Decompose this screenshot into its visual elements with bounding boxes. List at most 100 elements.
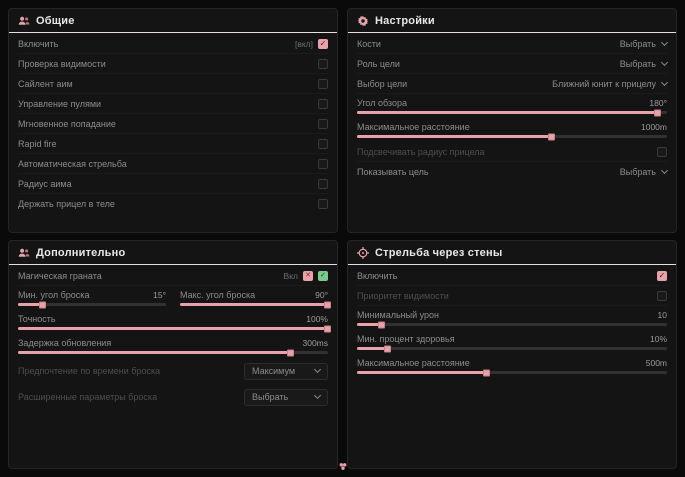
- target-choice-dropdown[interactable]: Ближний юнит к прицелу: [552, 78, 669, 89]
- row-target-choice: Выбор цели Ближний юнит к прицелу: [357, 74, 669, 94]
- enable-checkbox[interactable]: [318, 38, 328, 49]
- row-label: Включить: [18, 38, 59, 49]
- bones-dropdown[interactable]: Выбрать: [619, 38, 669, 49]
- dropdown-value: Выбрать: [619, 38, 656, 49]
- min-health-slider: Мин. процент здоровья 10%: [357, 330, 667, 354]
- slider-value: 15°: [153, 290, 166, 300]
- slider-thumb[interactable]: [483, 369, 491, 376]
- show-target-dropdown[interactable]: Выбрать: [620, 166, 669, 177]
- setting-label: Кости: [357, 38, 381, 49]
- slider-thumb[interactable]: [286, 349, 294, 356]
- advanced-throw-params-dropdown[interactable]: Выбрать: [244, 388, 328, 406]
- slider-value: 300ms: [302, 338, 328, 348]
- min-damage-slider-track[interactable]: [357, 321, 667, 328]
- row-visibility-priority: Приоритет видимости: [357, 286, 667, 306]
- row-advanced-throw-params: Расширенные параметры броска Выбрать: [18, 384, 328, 410]
- setting-label: Предпочтение по времени броска: [18, 366, 161, 376]
- keep-crosshair-checkbox[interactable]: [318, 198, 328, 209]
- panel-title: Настройки: [375, 14, 435, 27]
- wallbang-enable-checkbox[interactable]: [657, 270, 667, 281]
- panel-wallbang-header: Стрельба через стены: [348, 241, 676, 265]
- slider-label: Максимальное расстояние: [357, 358, 470, 368]
- auto-shoot-checkbox[interactable]: [318, 158, 328, 169]
- users-icon: [18, 247, 30, 259]
- rapid-fire-checkbox[interactable]: [318, 138, 328, 149]
- slider-value: 100%: [306, 314, 328, 324]
- throw-angle-sliders: Мин. угол броска 15° Макс. угол броска 9…: [18, 286, 331, 310]
- slider-label: Точность: [18, 314, 56, 324]
- slider-thumb[interactable]: [324, 301, 331, 308]
- keybind-cross-icon[interactable]: ✕: [303, 270, 313, 281]
- setting-label: Выбор цели: [357, 78, 408, 89]
- throw-time-preference-dropdown[interactable]: Максимум: [244, 362, 328, 380]
- slider-thumb[interactable]: [548, 133, 556, 140]
- panel-general-body: Включить [вкл] Проверка видимости Сайлен…: [9, 33, 337, 213]
- slider-thumb[interactable]: [39, 301, 47, 308]
- row-keep-crosshair-body: Держать прицел в теле: [18, 194, 328, 213]
- slider-thumb[interactable]: [377, 321, 385, 328]
- keybind-hint: Вкл: [283, 270, 298, 281]
- visibility-priority-checkbox[interactable]: [657, 290, 667, 301]
- enabled-check-icon[interactable]: ✓: [318, 270, 328, 281]
- slider-thumb[interactable]: [384, 345, 391, 352]
- row-wallbang-enable: Включить: [357, 266, 667, 286]
- visibility-check-checkbox[interactable]: [318, 58, 328, 69]
- min-health-slider-fill: [357, 345, 391, 352]
- chevron-down-icon: [660, 58, 669, 66]
- accuracy-slider-track[interactable]: [18, 325, 331, 332]
- max-throw-angle-track[interactable]: [180, 301, 331, 308]
- update-delay-slider: Задержка обновления 300ms: [18, 334, 328, 358]
- instant-hit-checkbox[interactable]: [318, 118, 328, 129]
- panel-general-header: Общие: [9, 9, 337, 33]
- target-role-dropdown[interactable]: Выбрать: [620, 58, 669, 69]
- panel-additional: Дополнительно Магическая граната Вкл ✕ ✓…: [8, 240, 338, 469]
- min-throw-angle-slider: Мин. угол броска 15°: [18, 286, 166, 310]
- chevron-down-icon: [313, 365, 322, 374]
- wallbang-max-distance-slider: Максимальное расстояние 500m: [357, 354, 667, 378]
- row-label: Rapid fire: [18, 138, 57, 149]
- chevron-down-icon: [660, 166, 669, 174]
- row-enable: Включить [вкл]: [18, 34, 328, 54]
- fov-slider-fill: [357, 109, 661, 116]
- row-label: Управление пулями: [18, 98, 102, 109]
- crosshair-icon: [357, 246, 369, 259]
- panel-additional-header: Дополнительно: [9, 241, 337, 265]
- row-label: Держать прицел в теле: [18, 198, 115, 209]
- aim-radius-checkbox[interactable]: [318, 178, 328, 189]
- dropdown-value: Ближний юнит к прицелу: [552, 78, 656, 89]
- setting-label: Показывать цель: [357, 166, 429, 177]
- fov-slider: Угол обзора 180°: [357, 94, 667, 118]
- row-show-target: Показывать цель Выбрать: [357, 162, 669, 181]
- row-magic-grenade: Магическая граната Вкл ✕ ✓: [18, 266, 328, 286]
- row-label: Радиус аима: [18, 178, 72, 189]
- chevron-down-icon: [313, 391, 322, 400]
- bullet-control-checkbox[interactable]: [318, 98, 328, 109]
- dropdown-value: Максимум: [252, 366, 296, 376]
- slider-value: 180°: [649, 98, 667, 108]
- chevron-down-icon: [660, 78, 669, 86]
- row-bullet-control: Управление пулями: [18, 94, 328, 114]
- panel-general: Общие Включить [вкл] Проверка видимости …: [8, 8, 338, 233]
- slider-thumb[interactable]: [324, 325, 331, 332]
- slider-value: 1000m: [641, 122, 667, 132]
- wallbang-max-distance-track[interactable]: [357, 369, 667, 376]
- slider-label: Задержка обновления: [18, 338, 112, 348]
- dropdown-value: Выбрать: [252, 392, 289, 402]
- row-target-role: Роль цели Выбрать: [357, 54, 669, 74]
- setting-label: Подсвечивать радиус прицела: [357, 146, 485, 157]
- slider-thumb[interactable]: [653, 109, 661, 116]
- min-throw-angle-track[interactable]: [18, 301, 166, 308]
- highlight-radius-checkbox[interactable]: [657, 146, 667, 157]
- fov-slider-track[interactable]: [357, 109, 667, 116]
- row-aim-radius: Радиус аима: [18, 174, 328, 194]
- silent-aim-checkbox[interactable]: [318, 78, 328, 89]
- max-distance-slider-track[interactable]: [357, 133, 667, 140]
- brand-icon: [338, 458, 347, 476]
- min-throw-angle-fill: [18, 301, 47, 308]
- users-icon: [18, 15, 30, 27]
- update-delay-slider-track[interactable]: [18, 349, 328, 356]
- slider-value: 10%: [649, 334, 667, 344]
- row-highlight-radius: Подсвечивать радиус прицела: [357, 142, 667, 162]
- accuracy-slider-fill: [18, 325, 331, 332]
- min-health-slider-track[interactable]: [357, 345, 667, 352]
